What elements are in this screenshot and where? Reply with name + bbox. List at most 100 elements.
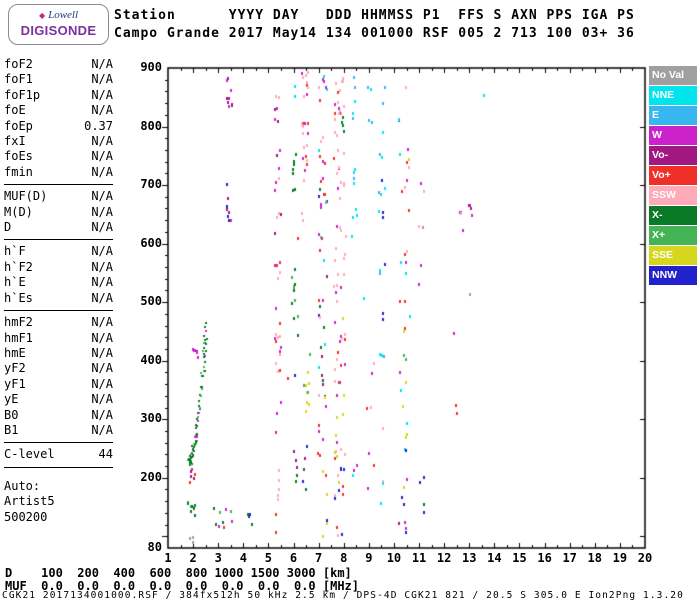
param-value: 0.37 <box>84 118 113 133</box>
param-value: N/A <box>91 275 113 290</box>
param-label: fxI <box>4 134 26 149</box>
param-hf: h`F N/A <box>4 244 113 259</box>
param-value: N/A <box>91 315 113 330</box>
legend-vo+: Vo+ <box>649 166 697 185</box>
x-tick-label: 16 <box>537 551 552 565</box>
muf-values-row: MUF 0.0 0.0 0.0 0.0 0.0 0.0 0.0 0.0 [MHz… <box>5 579 360 593</box>
param-foes: foEs N/A <box>4 149 113 164</box>
legend-ssw: SSW <box>649 186 697 205</box>
param-value: 44 <box>98 447 113 462</box>
param-yf1: yF1 N/A <box>4 377 113 392</box>
param-label: yE <box>4 392 19 407</box>
x-tick-label: 4 <box>239 551 247 565</box>
param-md: M(D) N/A <box>4 205 113 220</box>
header-field-names: Station YYYY DAY DDD HHMMSS P1 FFS S AXN… <box>114 8 635 23</box>
param-hmf1: hmF1 N/A <box>4 331 113 346</box>
x-tick-label: 15 <box>512 551 527 565</box>
legend-x+: X+ <box>649 226 697 245</box>
param-hf2: h`F2 N/A <box>4 260 113 275</box>
param-hmf2: hmF2 N/A <box>4 315 113 330</box>
param-label: hmF1 <box>4 330 33 345</box>
param-value: N/A <box>91 345 113 360</box>
param-label: Auto: <box>4 478 41 493</box>
header-field-values: Campo Grande 2017 May14 134 001000 RSF 0… <box>114 26 635 41</box>
x-tick-label: 5 <box>264 551 273 565</box>
param-value: N/A <box>91 259 113 274</box>
param-label: hmE <box>4 345 26 360</box>
y-tick-label: 80 <box>147 540 162 554</box>
y-tick-label: 500 <box>140 294 162 309</box>
param-value: N/A <box>91 290 113 305</box>
param-hme: hmE N/A <box>4 346 113 361</box>
param-hes: h`Es N/A <box>4 291 113 306</box>
param-label: yF2 <box>4 361 26 376</box>
param-foep: foEp 0.37 <box>4 119 113 134</box>
y-tick-label: 700 <box>140 177 162 192</box>
x-tick-label: 19 <box>612 551 628 565</box>
panel-divider <box>4 310 113 312</box>
param-mufd: MUF(D) N/A <box>4 189 113 204</box>
digisonde-logo: ◆ Lowell DIGISONDE <box>8 4 109 45</box>
x-tick-label: 17 <box>562 551 577 565</box>
param-label: D <box>4 220 12 235</box>
legend-vo-: Vo- <box>649 146 697 165</box>
param-value: N/A <box>91 189 113 204</box>
param-clevel: C-level 44 <box>4 447 113 462</box>
param-fof1p: foF1p N/A <box>4 88 113 103</box>
y-tick-label: 800 <box>140 118 162 133</box>
legend-nnw: NNW <box>649 266 697 285</box>
panel-divider <box>4 239 113 241</box>
param-label: yF1 <box>4 376 26 391</box>
param-artist5: Artist5 <box>4 494 113 509</box>
param-label: B1 <box>4 422 19 437</box>
param-b1: B1 N/A <box>4 423 113 438</box>
legend-nne: NNE <box>649 86 697 105</box>
param-value: N/A <box>91 422 113 437</box>
panel-divider <box>4 466 113 468</box>
param-label: foE <box>4 103 26 118</box>
legend-w: W <box>649 126 697 145</box>
param-value: N/A <box>91 103 113 118</box>
param-label: h`F <box>4 244 26 259</box>
param-label: 500200 <box>4 509 48 524</box>
status-footer: CGK21_2017134001000.RSF / 384fx512h 50 k… <box>2 590 684 600</box>
param-label: h`Es <box>4 290 33 305</box>
ionogram-plot <box>145 60 650 555</box>
legend-x-: X- <box>649 206 697 225</box>
param-value: N/A <box>91 407 113 422</box>
x-tick-label: 8 <box>340 551 348 565</box>
param-auto: Auto: <box>4 479 113 494</box>
param-label: foF1p <box>4 87 41 102</box>
param-foe: foE N/A <box>4 103 113 118</box>
param-label: M(D) <box>4 204 33 219</box>
x-tick-label: 9 <box>365 551 373 565</box>
parameter-panel: foF2 N/A foF1 N/A foF1p N/A foE N/A foEp 0.37 fxI N… <box>4 57 113 525</box>
param-b0: B0 N/A <box>4 408 113 423</box>
param-label: B0 <box>4 407 19 422</box>
x-tick-label: 2 <box>189 551 197 565</box>
panel-divider <box>4 184 113 186</box>
x-tick-label: 13 <box>462 551 477 565</box>
param-value: N/A <box>91 244 113 259</box>
param-500200: 500200 <box>4 510 113 525</box>
param-label: foEs <box>4 149 33 164</box>
param-label: foEp <box>4 118 33 133</box>
y-tick-label: 300 <box>140 411 162 426</box>
y-tick-label: 600 <box>140 235 162 250</box>
param-label: hmF2 <box>4 315 33 330</box>
param-label: C-level <box>4 447 55 462</box>
param-label: h`F2 <box>4 259 33 274</box>
param-value: N/A <box>91 361 113 376</box>
param-label: fmin <box>4 164 33 179</box>
x-tick-label: 1 <box>164 551 172 565</box>
param-d: D N/A <box>4 220 113 235</box>
param-label: h`E <box>4 275 26 290</box>
x-tick-label: 10 <box>386 551 402 565</box>
panel-divider <box>4 442 113 444</box>
echo-color-legend: No Val NNE E W Vo- Vo+ SSW X- X+ SSE NNW <box>649 66 697 286</box>
param-label: foF1 <box>4 72 33 87</box>
param-label: Artist5 <box>4 494 55 509</box>
param-value: N/A <box>91 134 113 149</box>
y-tick-label: 200 <box>140 469 162 484</box>
